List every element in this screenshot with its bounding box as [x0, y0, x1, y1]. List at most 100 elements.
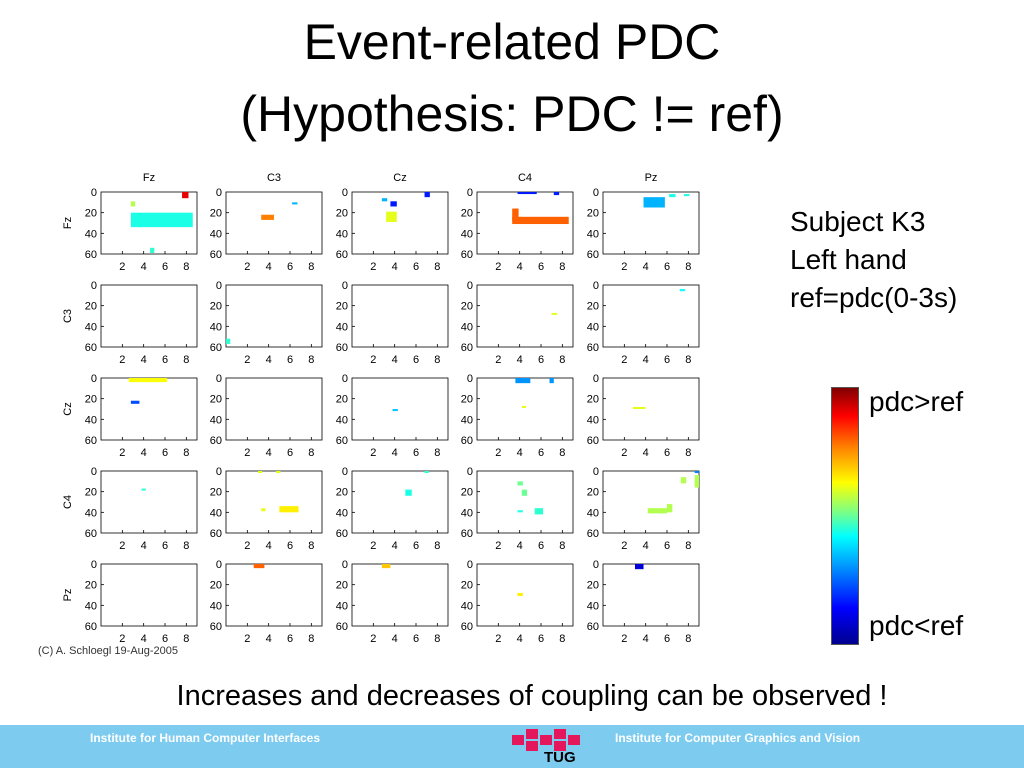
- y-tick-label: 0: [342, 559, 348, 571]
- y-tick-label: 0: [216, 280, 222, 292]
- x-tick-label: 4: [141, 633, 147, 645]
- x-tick-label: 4: [517, 447, 523, 459]
- y-tick-label: 0: [593, 187, 599, 199]
- x-tick-label: 2: [495, 633, 501, 645]
- subplot-frame: [225, 191, 323, 255]
- y-tick-label: 20: [587, 487, 599, 499]
- x-tick-label: 4: [643, 354, 649, 366]
- x-tick-label: 8: [183, 354, 189, 366]
- y-tick-label: 60: [336, 342, 348, 354]
- x-tick-label: 4: [643, 447, 649, 459]
- y-tick-label: 60: [587, 528, 599, 540]
- y-tick-label: 60: [85, 621, 97, 633]
- subplot-frame: [476, 563, 574, 627]
- y-tick-label: 40: [210, 228, 222, 240]
- x-tick-label: 2: [370, 540, 376, 552]
- x-tick-label: 2: [119, 354, 125, 366]
- y-tick-label: 20: [461, 580, 473, 592]
- x-tick-label: 6: [287, 633, 293, 645]
- y-tick-label: 60: [587, 621, 599, 633]
- x-tick-label: 8: [685, 354, 691, 366]
- x-tick-label: 4: [266, 261, 272, 273]
- x-tick-label: 8: [308, 447, 314, 459]
- y-tick-label: 20: [587, 208, 599, 220]
- y-tick-label: 40: [210, 507, 222, 519]
- y-tick-label: 60: [587, 342, 599, 354]
- x-tick-label: 4: [141, 540, 147, 552]
- heatmap-cell: [392, 409, 398, 412]
- heatmap-cell: [517, 592, 523, 597]
- heatmap-cell: [390, 201, 397, 207]
- heatmap-cell: [517, 510, 523, 513]
- x-tick-label: 4: [392, 447, 398, 459]
- heatmap-cell: [424, 192, 430, 198]
- heatmap-cell: [261, 508, 266, 512]
- x-tick-label: 8: [685, 261, 691, 273]
- y-tick-label: 20: [336, 208, 348, 220]
- y-tick-label: 40: [461, 600, 473, 612]
- y-tick-label: 20: [587, 394, 599, 406]
- heatmap-cell: [680, 477, 687, 484]
- heatmap-cell: [405, 489, 412, 496]
- row-label: C3: [62, 309, 74, 323]
- y-tick-label: 0: [593, 373, 599, 385]
- heatmap-cell: [381, 198, 388, 202]
- x-tick-label: 2: [119, 261, 125, 273]
- column-label: Fz: [143, 172, 155, 184]
- hand-label: Left hand: [790, 244, 907, 275]
- row-label: Fz: [62, 217, 74, 229]
- y-tick-label: 0: [342, 466, 348, 478]
- y-tick-label: 60: [336, 621, 348, 633]
- x-tick-label: 2: [244, 261, 250, 273]
- x-tick-label: 2: [495, 540, 501, 552]
- y-tick-label: 20: [461, 301, 473, 313]
- x-tick-label: 8: [434, 633, 440, 645]
- x-tick-label: 6: [162, 447, 168, 459]
- y-tick-label: 60: [587, 249, 599, 261]
- x-tick-label: 6: [538, 354, 544, 366]
- y-tick-label: 0: [467, 373, 473, 385]
- row-label: Pz: [62, 589, 74, 602]
- colorbar: [831, 387, 859, 645]
- y-tick-label: 0: [91, 187, 97, 199]
- x-tick-label: 2: [621, 261, 627, 273]
- y-tick-label: 40: [461, 414, 473, 426]
- x-tick-label: 2: [370, 633, 376, 645]
- y-tick-label: 40: [461, 228, 473, 240]
- heatmap-cell: [553, 192, 560, 196]
- slide-title-line1: Event-related PDC: [303, 14, 721, 70]
- x-tick-label: 6: [287, 261, 293, 273]
- x-tick-label: 8: [434, 354, 440, 366]
- x-tick-label: 8: [685, 540, 691, 552]
- y-tick-label: 40: [461, 507, 473, 519]
- footer-right-institute: Institute for Computer Graphics and Visi…: [615, 731, 861, 745]
- y-tick-label: 0: [593, 559, 599, 571]
- x-tick-label: 2: [495, 354, 501, 366]
- x-tick-label: 2: [370, 354, 376, 366]
- x-tick-label: 8: [308, 354, 314, 366]
- x-tick-label: 2: [621, 447, 627, 459]
- y-tick-label: 20: [85, 208, 97, 220]
- x-tick-label: 4: [643, 261, 649, 273]
- y-tick-label: 20: [587, 580, 599, 592]
- subplot-frame: [225, 377, 323, 441]
- y-tick-label: 40: [210, 414, 222, 426]
- y-tick-label: 0: [467, 187, 473, 199]
- y-tick-label: 40: [587, 321, 599, 333]
- heatmap-cell: [694, 471, 699, 474]
- subplot-frame: [225, 284, 323, 348]
- subplot-frame: [476, 284, 574, 348]
- heatmap-cell: [279, 506, 299, 513]
- y-tick-label: 60: [336, 249, 348, 261]
- x-tick-label: 8: [559, 261, 565, 273]
- copyright-credit: (C) A. Schloegl 19-Aug-2005: [38, 645, 179, 657]
- heatmap-cell: [424, 471, 429, 474]
- x-tick-label: 4: [643, 540, 649, 552]
- subplot-frame: [100, 284, 198, 348]
- x-tick-label: 6: [162, 540, 168, 552]
- y-tick-label: 0: [467, 559, 473, 571]
- x-tick-label: 8: [559, 447, 565, 459]
- y-tick-label: 20: [210, 487, 222, 499]
- y-tick-label: 40: [336, 600, 348, 612]
- subplot-frame: [225, 563, 323, 627]
